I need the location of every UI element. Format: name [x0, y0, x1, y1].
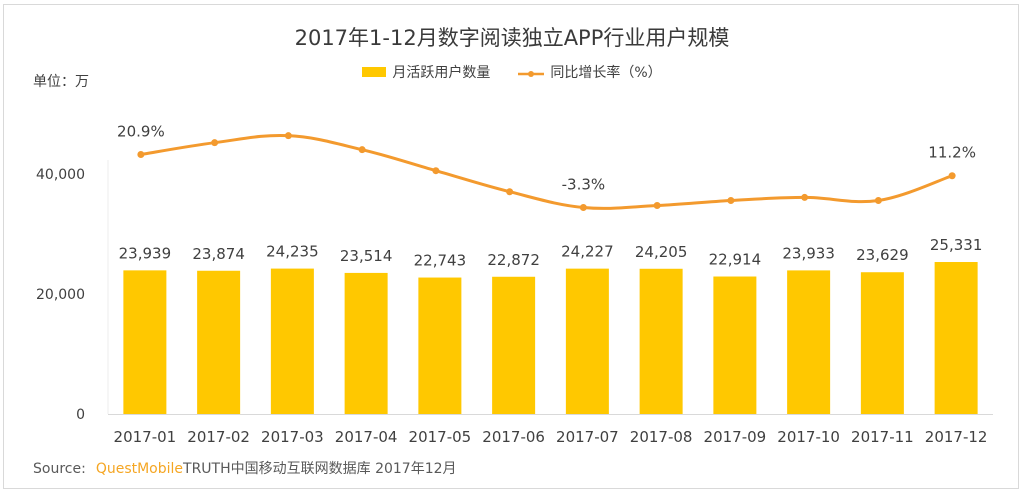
bar-value-label: 25,331 — [930, 236, 983, 254]
chart-frame — [3, 4, 1019, 489]
growth-point[interactable] — [801, 193, 809, 201]
source-note: Source: QuestMobileTRUTH中国移动互联网数据库 2017年1… — [33, 458, 457, 478]
x-tick-label: 2017-03 — [261, 428, 324, 446]
source-brand: QuestMobile — [95, 461, 184, 477]
growth-point[interactable] — [727, 196, 735, 204]
bar-mau[interactable] — [418, 277, 462, 414]
bar-value-label: 23,939 — [119, 244, 172, 262]
bar-value-label: 23,933 — [782, 244, 835, 262]
growth-point[interactable] — [284, 132, 292, 140]
x-tick-label: 2017-06 — [482, 428, 545, 446]
bar-mau[interactable] — [639, 268, 683, 414]
x-tick-label: 2017-10 — [777, 428, 840, 446]
growth-value-label: -3.3% — [562, 176, 606, 194]
growth-point[interactable] — [948, 172, 956, 180]
bar-mau[interactable] — [713, 276, 757, 414]
bar-mau[interactable] — [344, 272, 388, 414]
bar-value-label: 23,514 — [340, 247, 393, 265]
legend-item-mau[interactable]: 月活跃用户数量 — [362, 62, 490, 82]
bar-value-label: 23,874 — [192, 245, 245, 263]
y-tick-label: 40,000 — [36, 167, 85, 183]
x-tick-label: 2017-08 — [630, 428, 693, 446]
growth-point[interactable] — [432, 167, 440, 175]
bar-mau[interactable] — [492, 276, 536, 414]
y-tick-label: 20,000 — [36, 287, 85, 303]
legend-label-growth: 同比增长率（%） — [550, 65, 662, 81]
growth-point[interactable] — [653, 202, 661, 210]
bar-mau[interactable] — [565, 268, 609, 414]
legend-item-growth[interactable]: 同比增长率（%） — [518, 62, 662, 82]
unit-label: 单位：万 — [33, 74, 89, 90]
bar-value-label: 22,743 — [414, 252, 467, 270]
growth-point[interactable] — [211, 139, 219, 147]
legend-bar-swatch-icon — [362, 67, 387, 77]
bar-value-label: 24,235 — [266, 243, 319, 261]
growth-point[interactable] — [579, 204, 587, 211]
growth-point[interactable] — [874, 196, 882, 204]
chart-legend: 月活跃用户数量 同比增长率（%） — [0, 62, 1024, 82]
bar-mau[interactable] — [787, 270, 831, 414]
bar-mau[interactable] — [270, 268, 314, 414]
bar-value-label: 23,629 — [856, 246, 909, 264]
source-prefix: Source: — [33, 461, 86, 477]
x-tick-label: 2017-05 — [409, 428, 472, 446]
x-tick-label: 2017-12 — [925, 428, 988, 446]
bar-value-label: 24,227 — [561, 243, 614, 261]
chart-title: 2017年1-12月数字阅读独立APP行业用户规模 — [294, 26, 730, 50]
x-tick-label: 2017-11 — [851, 428, 914, 446]
legend-label-mau: 月活跃用户数量 — [392, 65, 491, 81]
growth-rate-line — [140, 133, 953, 210]
bar-value-label: 22,872 — [487, 251, 540, 269]
growth-value-label: 11.2% — [928, 144, 976, 162]
bar-value-label: 24,205 — [635, 243, 688, 261]
x-tick-label: 2017-01 — [114, 428, 177, 446]
bar-mau[interactable] — [860, 272, 904, 414]
source-text: TRUTH中国移动互联网数据库 2017年12月 — [183, 461, 457, 477]
growth-value-label: 20.9% — [117, 123, 165, 141]
x-tick-label: 2017-09 — [704, 428, 767, 446]
y-tick-label: 0 — [76, 407, 85, 423]
x-tick-label: 2017-04 — [335, 428, 398, 446]
x-tick-label: 2017-07 — [556, 428, 619, 446]
bar-mau[interactable] — [197, 270, 241, 414]
growth-point[interactable] — [506, 188, 514, 196]
legend-line-swatch-icon — [518, 67, 545, 77]
growth-point[interactable] — [358, 146, 366, 154]
growth-point[interactable] — [137, 151, 145, 159]
x-tick-label: 2017-02 — [187, 428, 250, 446]
bar-mau[interactable] — [934, 262, 978, 414]
bar-value-label: 22,914 — [709, 251, 762, 269]
bar-mau[interactable] — [123, 270, 167, 414]
